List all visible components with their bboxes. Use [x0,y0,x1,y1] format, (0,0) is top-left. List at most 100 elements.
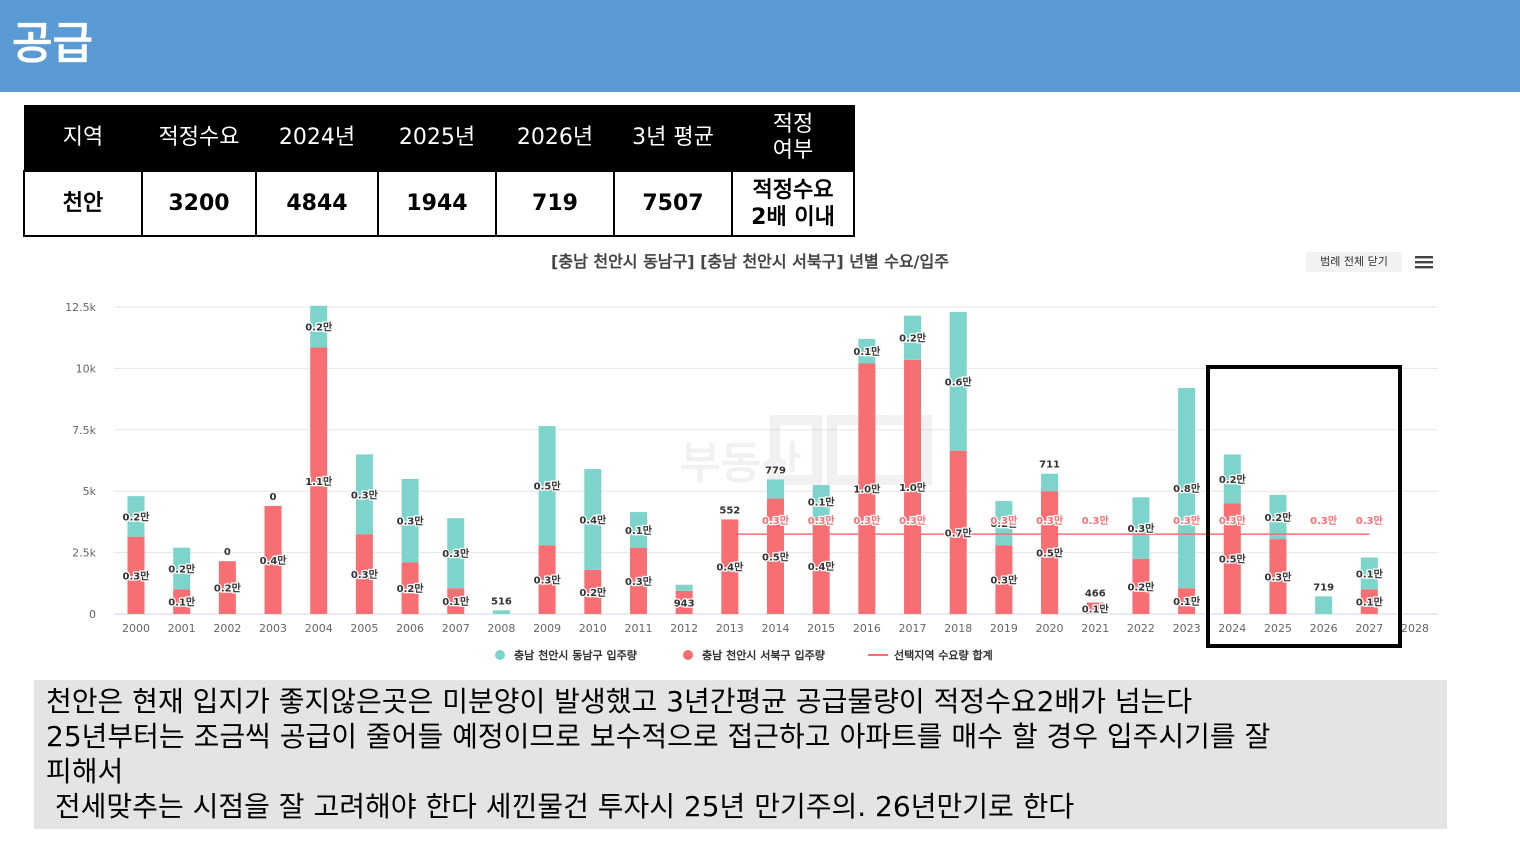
legend-dongnam-marker [495,650,505,660]
bar-dongnam [1223,454,1241,504]
label-seobuk: 0.5만 [762,550,790,563]
label-dongnam: 0.2만 [1219,473,1247,486]
label-dongnam: 779 [765,465,786,476]
label-dongnam: 0.2만 [899,332,927,345]
slide-header: 공급 [0,0,1520,92]
cell-region: 천안 [23,170,143,237]
bar-seobuk [1360,589,1378,614]
cell-2026: 719 [495,170,615,237]
bar-seobuk [1269,539,1287,614]
label-seobuk: 0.3만 [625,575,653,588]
y-tick-label: 2.5k [72,547,96,560]
label-seobuk: 0.3만 [990,574,1018,587]
bar-dongnam [1041,473,1059,492]
x-tick-label: 2007 [442,622,470,635]
bar-dongnam [949,311,967,451]
bar-dongnam [310,305,328,348]
bar-dongnam [127,496,145,537]
cell-2025: 1944 [377,170,497,237]
label-seobuk: 0.2만 [579,586,607,599]
bar-seobuk [218,561,236,614]
label-demand: 0.3만 [1219,514,1247,527]
label-demand: 0.3만 [762,514,790,527]
y-tick-label: 0 [89,608,96,621]
label-dongnam: 0.2만 [305,321,333,334]
bar-dongnam [1315,596,1333,614]
label-dongnam: 0.3만 [442,547,470,560]
bar-seobuk [1223,503,1241,614]
legend-toggle-button[interactable]: 범례 전체 닫기 [1306,252,1402,272]
label-seobuk: 0.4만 [260,554,288,567]
bar-seobuk [310,347,328,614]
label-seobuk: 0.4만 [808,560,836,573]
label-seobuk: 0.5만 [1036,547,1064,560]
label-demand: 0.3만 [990,514,1018,527]
hamburger-menu-icon[interactable] [1413,254,1435,270]
header-region: 지역 [23,105,143,172]
label-seobuk: 0.1만 [442,595,470,608]
bar-dongnam [629,512,647,548]
x-tick-label: 2020 [1036,622,1064,635]
bar-seobuk [904,359,922,614]
label-dongnam: 0.3만 [351,488,379,501]
x-tick-label: 2004 [305,622,333,635]
label-dongnam: 0.2만 [123,510,151,523]
bar-seobuk [995,545,1013,614]
label-seobuk: 0.3만 [351,568,379,581]
label-seobuk: 0.2만 [397,582,425,595]
label-seobuk: 0.1만 [1082,602,1110,615]
label-demand: 0.3만 [1036,514,1064,527]
chart-legend: 충남 천안시 동남구 입주량 충남 천안시 서북구 입주량 선택지역 수요량 합계 [495,648,993,662]
y-tick-label: 10k [76,362,97,375]
bar-dongnam [675,584,693,591]
label-seobuk: 0.1만 [1356,596,1384,609]
bar-dongnam [401,478,419,563]
label-seobuk: 0.1만 [1173,595,1201,608]
label-demand: 0.3만 [808,514,836,527]
label-seobuk: 0.3만 [534,574,562,587]
label-dongnam: 0.3만 [1127,522,1155,535]
label-dongnam: 0.2만 [1265,511,1293,524]
x-tick-label: 2002 [213,622,241,635]
label-seobuk: 1.0만 [899,481,927,494]
commentary-text: 천안은 현재 입지가 좋지않은곳은 미분양이 발생했고 3년간평균 공급물량이 … [46,685,1271,823]
bar-dongnam [173,547,191,590]
x-tick-label: 2008 [487,622,515,635]
label-dongnam: 0.3만 [397,515,425,528]
legend-dongnam-label: 충남 천안시 동남구 입주량 [514,648,637,662]
label-seobuk: 0.4만 [716,561,744,574]
label-dongnam: 0.2만 [168,563,196,576]
bar-dongnam [767,479,784,499]
label-dongnam: 0.1만 [808,496,836,509]
label-dongnam: 711 [1039,460,1060,471]
bar-seobuk [858,363,876,614]
bar-seobuk [812,518,830,614]
bar-seobuk [1178,588,1196,614]
y-tick-label: 7.5k [72,424,96,437]
label-dongnam: 0.4만 [579,513,607,526]
x-tick-label: 2006 [396,622,424,635]
header-2025: 2025년 [377,105,497,172]
bar-seobuk [1041,491,1059,614]
label-dongnam: 516 [491,596,512,607]
bar-seobuk [1132,558,1150,614]
chart-axes: 0 2.5k 5k 7.5k 10k 12.5k 2000 2001 2002 2003 2004 2… [65,301,1429,635]
table-row: 천안 3200 4844 1944 719 7507 적정수요 2배 이내 [23,170,855,237]
x-tick-label: 2015 [807,622,835,635]
bar-seobuk [173,589,191,614]
header-proper-demand: 적정수요 [141,105,257,172]
bar-dongnam [812,485,830,519]
highlight-2024-2027-box [1206,365,1402,648]
label-dongnam: 0.6만 [945,375,973,388]
label-demand: 0.3만 [1082,514,1110,527]
header-2024: 2024년 [255,105,379,172]
label-seobuk: 0.5만 [1219,553,1247,566]
x-tick-label: 2019 [990,622,1018,635]
watermark-logo: 부동산 [680,415,932,489]
x-tick-label: 2017 [899,622,927,635]
x-tick-label: 2009 [533,622,561,635]
x-tick-label: 2012 [670,622,698,635]
label-seobuk: 0.7만 [945,526,973,539]
x-tick-label: 2024 [1218,622,1246,635]
bar-seobuk [355,534,373,614]
